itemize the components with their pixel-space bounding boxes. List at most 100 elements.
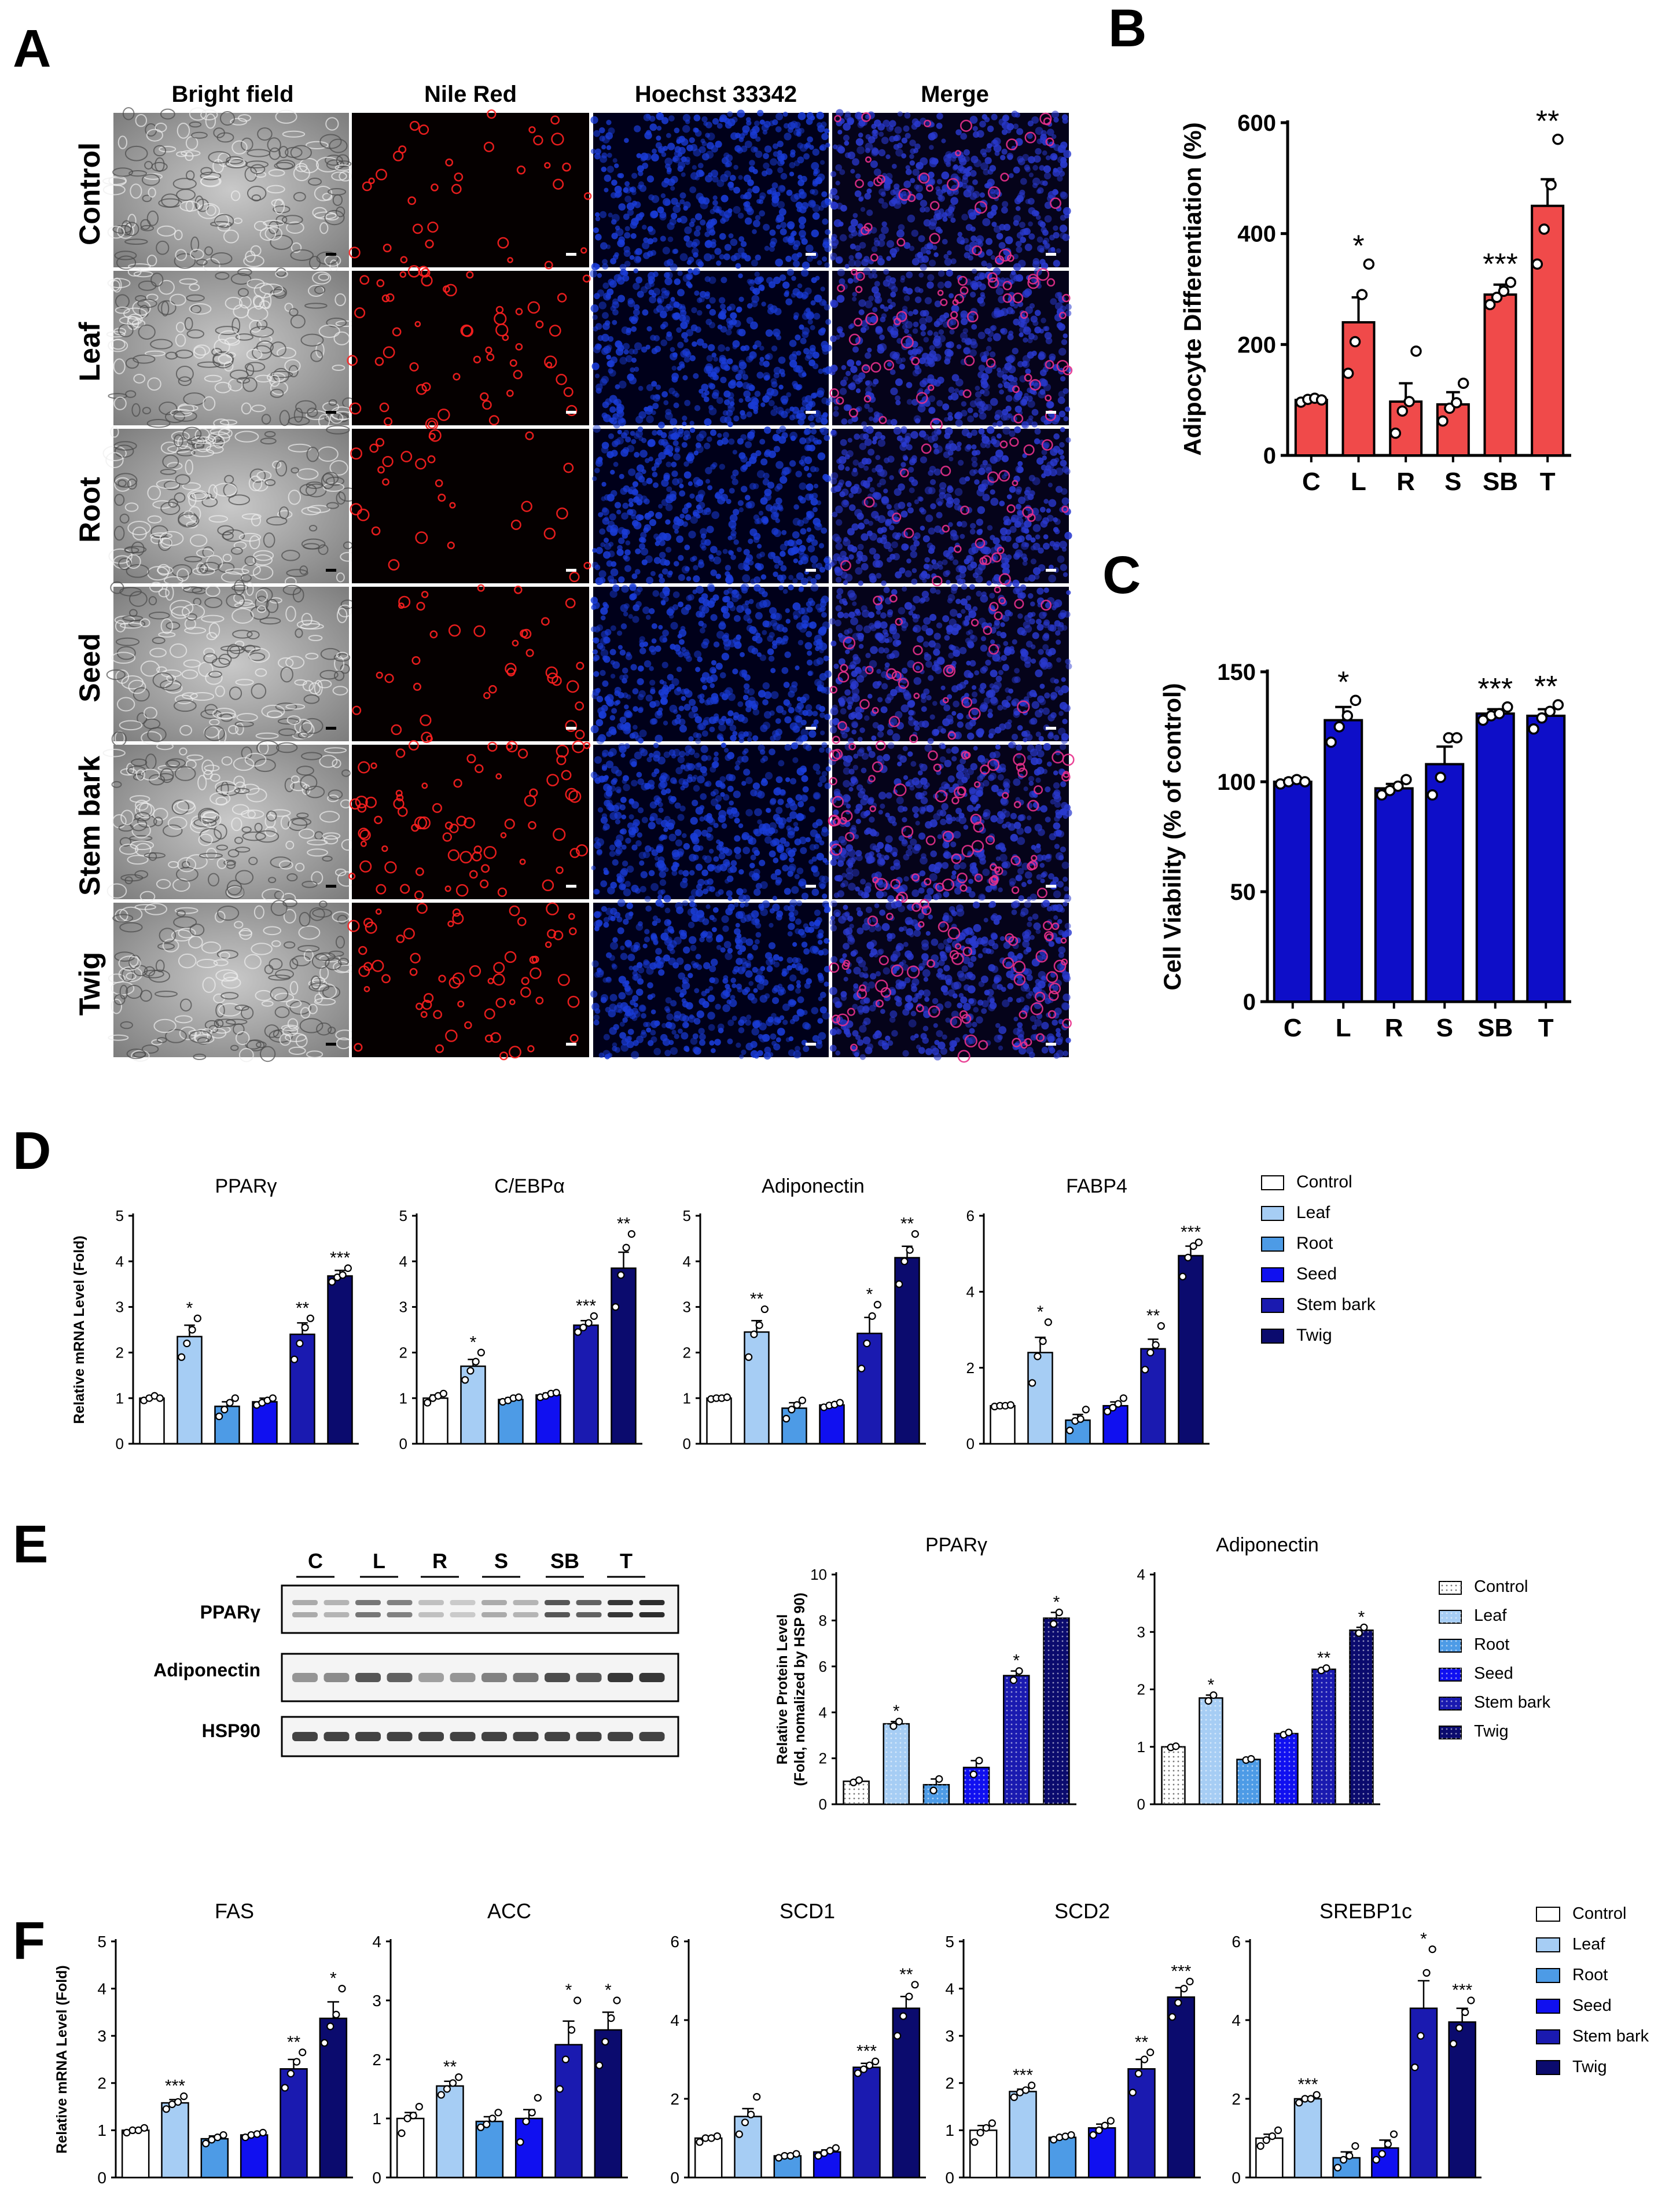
nucleus bbox=[878, 233, 886, 241]
nucleus bbox=[890, 387, 898, 395]
nucleus bbox=[633, 308, 640, 316]
nucleus bbox=[779, 476, 788, 484]
nucleus bbox=[747, 618, 753, 624]
nucleus bbox=[833, 406, 839, 411]
cell-outline bbox=[244, 362, 266, 372]
nucleus bbox=[1047, 483, 1053, 488]
nucleus bbox=[639, 642, 645, 648]
nucleus bbox=[883, 541, 892, 550]
nucleus bbox=[762, 395, 770, 403]
nucleus bbox=[673, 155, 681, 164]
nucleus bbox=[797, 156, 804, 164]
nucleus bbox=[1017, 535, 1025, 543]
fluorescence-image bbox=[352, 587, 589, 741]
nucleus bbox=[875, 326, 883, 333]
nucleus bbox=[980, 389, 985, 395]
nucleus bbox=[689, 186, 697, 193]
nucleus bbox=[810, 189, 815, 194]
nucleus bbox=[946, 269, 953, 277]
nucleus bbox=[1063, 572, 1068, 577]
nucleus bbox=[942, 615, 950, 623]
panel-a-letter: A bbox=[13, 19, 51, 78]
nucleus bbox=[593, 425, 601, 433]
nucleus bbox=[807, 136, 813, 143]
nucleus bbox=[594, 153, 601, 160]
nucleus bbox=[749, 321, 758, 330]
nucleus bbox=[986, 249, 993, 256]
nucleus bbox=[1041, 227, 1047, 233]
scale-bar bbox=[566, 727, 576, 730]
nucleus bbox=[978, 365, 986, 372]
nucleus bbox=[679, 215, 688, 224]
nucleus bbox=[914, 120, 921, 127]
nucleus bbox=[1003, 641, 1009, 646]
nucleus bbox=[622, 678, 627, 684]
nucleus bbox=[762, 722, 771, 730]
nucleus bbox=[625, 355, 633, 363]
cell-outline bbox=[293, 165, 310, 182]
nucleus bbox=[726, 601, 734, 609]
nucleus bbox=[785, 619, 791, 624]
nucleus bbox=[639, 648, 646, 654]
nucleus bbox=[718, 344, 726, 352]
lipid-droplet bbox=[876, 175, 885, 184]
nucleus bbox=[665, 503, 673, 512]
nucleus bbox=[660, 323, 666, 330]
cell-outline bbox=[112, 167, 134, 177]
nucleus bbox=[596, 736, 605, 745]
nucleus bbox=[778, 384, 784, 390]
nucleus bbox=[886, 240, 895, 248]
nucleus bbox=[944, 432, 951, 439]
nucleus bbox=[1054, 541, 1060, 547]
nucleus bbox=[716, 439, 723, 446]
nucleus bbox=[696, 586, 704, 594]
nucleus bbox=[970, 156, 979, 164]
nucleus bbox=[1039, 389, 1046, 395]
nucleus bbox=[919, 380, 927, 388]
cell-outline bbox=[161, 300, 170, 317]
nucleus bbox=[622, 667, 628, 674]
nucleus bbox=[741, 252, 748, 259]
cell-outline bbox=[190, 304, 202, 314]
nucleus bbox=[606, 165, 614, 173]
nucleus bbox=[920, 330, 926, 337]
nucleus bbox=[903, 455, 909, 461]
nucleus bbox=[858, 737, 863, 742]
nucleus bbox=[914, 296, 922, 303]
nucleus bbox=[824, 198, 830, 204]
nucleus bbox=[815, 704, 822, 711]
nucleus bbox=[1039, 506, 1046, 513]
nucleus bbox=[810, 201, 815, 207]
nucleus bbox=[754, 120, 760, 127]
nucleus bbox=[653, 557, 661, 564]
nucleus bbox=[900, 510, 908, 518]
nucleus bbox=[609, 369, 616, 377]
nucleus bbox=[951, 156, 957, 162]
nucleus bbox=[600, 615, 606, 621]
nucleus bbox=[666, 486, 672, 492]
nucleus bbox=[1021, 361, 1028, 367]
nucleus bbox=[710, 254, 715, 260]
nucleus bbox=[655, 734, 663, 743]
nucleus bbox=[859, 727, 865, 733]
micrograph-hoechst-2 bbox=[591, 425, 832, 586]
nucleus bbox=[716, 733, 724, 740]
nucleus bbox=[611, 450, 618, 457]
nucleus bbox=[1035, 534, 1041, 540]
nucleus bbox=[1027, 593, 1034, 599]
nucleus bbox=[631, 326, 637, 332]
nucleus bbox=[657, 146, 666, 154]
nucleus bbox=[660, 236, 666, 242]
nucleus bbox=[722, 611, 730, 619]
nucleus bbox=[740, 652, 745, 657]
nucleus bbox=[604, 174, 612, 182]
cell-outline bbox=[324, 413, 348, 423]
nucleus bbox=[801, 202, 809, 209]
cell-outline bbox=[251, 404, 266, 413]
nucleus bbox=[920, 509, 927, 515]
nucleus bbox=[726, 318, 732, 323]
nucleus bbox=[875, 297, 880, 303]
nucleus bbox=[742, 694, 749, 701]
nucleus bbox=[910, 550, 918, 558]
nucleus bbox=[1014, 426, 1021, 433]
